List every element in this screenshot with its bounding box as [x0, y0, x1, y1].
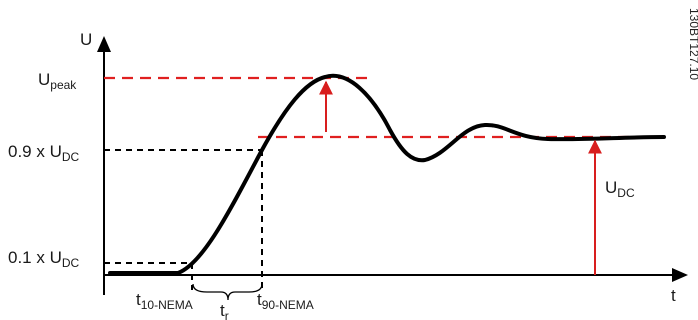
- x-axis-label: t: [671, 286, 676, 305]
- dc-label: UDC: [605, 178, 635, 200]
- y-axis-label: U: [80, 30, 92, 49]
- voltage-response-curve: [108, 73, 666, 275]
- y-axis-arrowhead: [97, 36, 111, 52]
- ninety-percent-label: 0.9 x UDC: [8, 142, 80, 164]
- t90-label: t90-NEMA: [257, 290, 314, 312]
- rise-time-brace: [192, 283, 263, 301]
- rise-time-label: tr: [220, 301, 229, 320]
- peak-label: Upeak: [38, 70, 77, 92]
- t10-label: t10-NEMA: [136, 290, 193, 312]
- ten-percent-label: 0.1 x UDC: [8, 248, 80, 270]
- x-axis-arrowhead: [672, 268, 688, 282]
- figure-code: 130BT127.10: [687, 8, 698, 80]
